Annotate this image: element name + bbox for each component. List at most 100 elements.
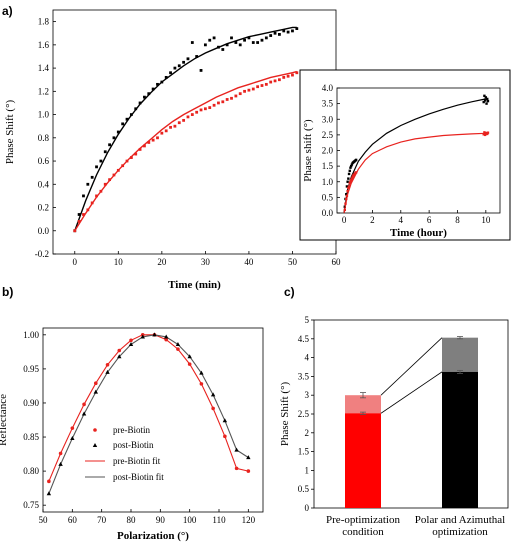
data-point-a-s1	[151, 138, 155, 142]
inset-data-point-s1	[343, 208, 346, 212]
data-point-a-s0	[295, 27, 299, 30]
y-tick-label: 1.5	[322, 161, 334, 171]
bar-top-segment	[345, 395, 381, 414]
y-tick-label: 4.0	[322, 83, 334, 93]
y-tick-label: 0.85	[23, 432, 39, 442]
y-tick-label: 0.90	[23, 398, 39, 408]
y-axis-label: Phase Shift (°)	[4, 100, 16, 165]
data-point-a-s1	[199, 108, 203, 112]
data-point-a-s1	[203, 107, 207, 111]
inset-data-point-s0	[349, 166, 352, 169]
inset-data-point-s1	[348, 182, 351, 185]
bar-base-segment	[345, 413, 381, 508]
pre-biotin-point	[70, 426, 75, 430]
y-tick-label: 0.6	[38, 156, 50, 166]
data-point-a-s0	[86, 182, 90, 186]
pre-biotin-point	[164, 337, 168, 342]
inset-fit-line-s1	[343, 132, 486, 214]
data-point-a-s1	[273, 79, 277, 83]
data-point-a-s1	[243, 89, 246, 93]
data-point-a-s1	[160, 131, 164, 135]
inset-data-point-s1	[347, 185, 351, 188]
data-point-a-s1	[82, 213, 85, 216]
data-point-a-s1	[156, 136, 159, 140]
chart-c: 0 0.5 1 1.5 2 2.5 3 3.5 4 4.5 5 Phase Shift (°) Pre-…	[279, 315, 509, 538]
connector-line	[380, 371, 443, 414]
inset-data-point-s0	[347, 172, 351, 176]
post-biotin-point	[199, 370, 204, 375]
data-point-a-s1	[217, 101, 220, 105]
inset-data-point-s0	[483, 99, 487, 102]
data-point-a-s0	[164, 75, 168, 79]
data-point-a-s1	[173, 124, 177, 128]
y-tick-label: 3	[305, 390, 310, 400]
panel-label-b: b)	[2, 285, 13, 299]
pre-biotin-point	[47, 479, 51, 484]
data-point-a-s1	[177, 121, 181, 125]
chart-a-main: 0 10 20 30 40 50 60 -0.2 0.0 0.2 0.4 0.6 0.8 1.0 1.2 1.…	[4, 9, 341, 291]
inset-data-point-s1	[349, 180, 352, 183]
data-point-a-s0	[147, 92, 151, 96]
data-point-a-s0	[195, 55, 199, 58]
y-tick-label: 1.6	[38, 40, 50, 50]
data-point-a-s1	[169, 125, 172, 129]
inset-data-point-s0	[346, 180, 349, 183]
category-label: optimization	[432, 526, 488, 538]
x-tick-label: 6	[427, 215, 432, 225]
panel-label-c: c)	[284, 285, 295, 299]
data-point-a-s0	[151, 87, 155, 91]
data-point-a-s0	[269, 34, 273, 37]
data-point-a-s1	[230, 96, 233, 100]
legend-label-pre-biotin: pre-Biotin	[113, 425, 150, 435]
x-tick-label: 10	[114, 257, 124, 267]
inset-data-point-s1	[354, 171, 358, 174]
x-tick-label: 30	[201, 257, 211, 267]
inset-data-point-s1	[351, 175, 354, 179]
inset-data-point-s0	[347, 177, 350, 180]
legend-label-pre-biotin-fit: pre-Biotin fit	[113, 456, 161, 466]
data-point-a-s1	[103, 182, 107, 186]
y-tick-label: 1.0	[322, 177, 334, 187]
category-label: Polar and Azimuthal	[415, 514, 505, 526]
bar-base-segment	[442, 371, 478, 508]
data-point-a-s1	[190, 113, 194, 116]
y-tick-label: 1.5	[298, 447, 310, 457]
inset-data-point-s1	[347, 186, 350, 190]
inset-data-point-s0	[482, 100, 485, 104]
data-point-a-s0	[238, 43, 242, 47]
y-tick-label: 0.4	[38, 179, 50, 189]
y-tick-label: 2.0	[322, 146, 334, 156]
y-tick-label: 1.4	[38, 63, 50, 73]
post-biotin-point	[187, 354, 192, 359]
x-tick-label: 120	[242, 515, 256, 525]
post-biotin-point	[222, 418, 228, 423]
pre-biotin-point	[129, 338, 133, 343]
pre-biotin-point	[211, 406, 215, 411]
data-point-a-s0	[286, 30, 290, 34]
connector-line	[380, 337, 443, 396]
inset-data-point-s0	[345, 193, 348, 196]
data-point-a-s0	[186, 57, 190, 61]
data-point-a-s1	[95, 194, 98, 198]
data-point-a-s0	[108, 143, 111, 147]
inset-data-point-s0	[486, 99, 490, 103]
data-point-a-s0	[282, 29, 286, 33]
pre-biotin-point	[187, 362, 192, 366]
pre-biotin-point	[94, 381, 98, 386]
post-biotin-point	[46, 491, 52, 496]
y-tick-label: 0.95	[23, 364, 39, 374]
x-axis-label: Time (hour)	[390, 227, 447, 239]
data-point-a-s1	[264, 82, 268, 86]
data-point-a-s0	[90, 175, 94, 179]
inset-data-point-s1	[345, 194, 349, 198]
y-axis-label: Phase Shift (°)	[279, 382, 291, 447]
inset-data-point-s1	[346, 189, 349, 193]
y-tick-label: 2.5	[298, 409, 310, 419]
post-biotin-point	[246, 455, 251, 460]
x-axis-label: Time (min)	[168, 279, 221, 291]
x-tick-label: 90	[156, 515, 166, 525]
pre-biotin-point	[234, 466, 239, 471]
inset-data-point-s1	[486, 131, 490, 134]
y-tick-label: 1.8	[38, 17, 50, 27]
data-point-a-s1	[291, 73, 294, 77]
